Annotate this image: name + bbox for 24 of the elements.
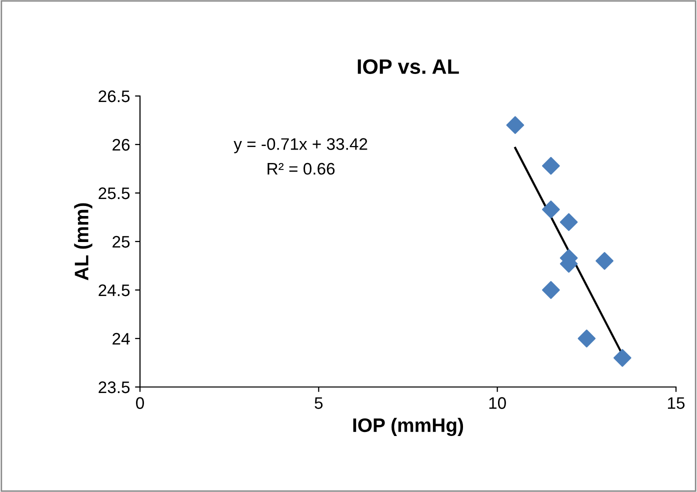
point xyxy=(578,330,596,348)
y-tick-label: 26.5 xyxy=(98,90,130,102)
y-tick-label: 23.5 xyxy=(98,381,130,394)
annotation: y = -0.71x + 33.42 xyxy=(234,138,368,154)
point xyxy=(506,116,524,134)
chart-title: IOP vs. AL xyxy=(358,59,459,74)
y-axis-title: AL (mm) xyxy=(74,203,92,280)
x-axis-title: IOP (mmHg) xyxy=(353,418,464,436)
point xyxy=(542,200,560,218)
y-tick-label: 24 xyxy=(112,332,130,345)
x-tick-label: 15 xyxy=(668,397,685,409)
point xyxy=(560,213,578,232)
x-tick-label: 10 xyxy=(489,397,506,409)
x-tick-label: 5 xyxy=(314,397,323,409)
y-tick-label: 24.5 xyxy=(98,284,130,296)
point xyxy=(542,281,560,299)
y-tick-label: 25 xyxy=(112,236,130,248)
annotation: R² = 0.66 xyxy=(268,162,335,175)
y-tick-label: 26 xyxy=(112,138,130,151)
point xyxy=(596,252,614,270)
point xyxy=(542,156,560,175)
y-tick-label: 25.5 xyxy=(98,187,130,200)
point xyxy=(613,348,632,367)
x-tick-label: 0 xyxy=(136,397,144,409)
